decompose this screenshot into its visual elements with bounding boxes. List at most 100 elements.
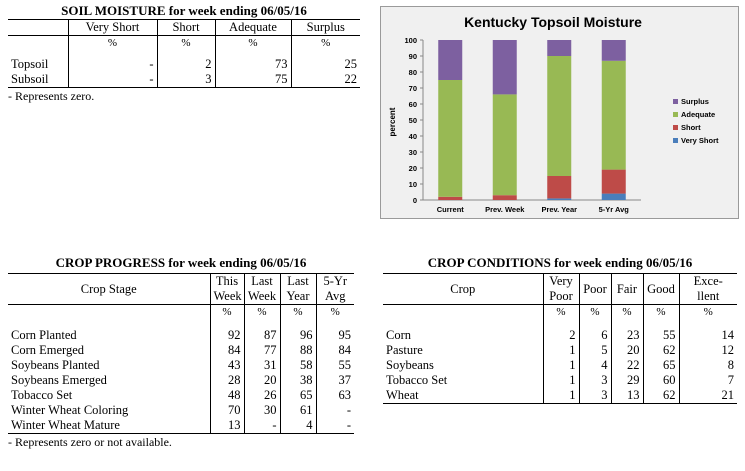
conditions-cell: 14 — [678, 328, 737, 343]
soil-cell: 3 — [156, 72, 215, 88]
soil-moisture-table: Very Short Short Adequate Surplus % % % … — [8, 19, 360, 88]
progress-cell: - — [315, 418, 354, 434]
chart-legend: Surplus Adequate Short Very Short — [673, 97, 719, 145]
chart-y-tick-label: 0 — [413, 196, 417, 205]
progress-header-last-year: Last — [279, 273, 316, 289]
progress-cell: 88 — [279, 343, 316, 358]
conditions-cell: 60 — [642, 373, 679, 388]
progress-cell: 43 — [209, 358, 244, 373]
soil-header-row: Very Short Short Adequate Surplus — [8, 19, 360, 36]
progress-row-label: Soybeans Emerged — [11, 373, 107, 387]
progress-cell: 77 — [243, 343, 280, 358]
progress-cell: 28 — [209, 373, 244, 388]
table-row: Corn 2 6 23 55 14 — [383, 328, 737, 343]
soil-row-label: Subsoil — [8, 72, 68, 88]
soil-cell: 73 — [214, 57, 291, 72]
progress-header-last-year-2: Year — [279, 289, 316, 305]
soil-header-short: Short — [156, 19, 215, 36]
progress-header-5yr-avg: 5-Yr — [315, 273, 354, 289]
chart-y-tick-label: 90 — [409, 52, 417, 61]
chart-legend-label: Short — [681, 123, 701, 132]
progress-header-stage: Crop Stage — [8, 273, 210, 305]
chart-x-tick-labels: Current Prev. Week Prev. Year 5-Yr Avg — [437, 205, 630, 214]
table-row: Winter Wheat Coloring 70 30 61- — [8, 403, 354, 418]
chart-y-tick-label: 30 — [409, 148, 417, 157]
chart-bar-segment — [492, 195, 517, 200]
chart-bar-segment — [438, 80, 463, 197]
chart-bars — [438, 40, 626, 200]
conditions-cell: 29 — [610, 373, 643, 388]
chart-bar-segment — [438, 40, 463, 80]
conditions-cell: 55 — [642, 328, 679, 343]
progress-cell: 31 — [243, 358, 280, 373]
progress-cell: 63 — [315, 388, 354, 403]
soil-moisture-title: SOIL MOISTURE for week ending 06/05/16 — [61, 3, 307, 18]
progress-cell: 55 — [315, 358, 354, 373]
soil-cell: 25 — [290, 57, 360, 72]
soil-header-adequate: Adequate — [214, 19, 291, 36]
soil-cell: - — [67, 57, 157, 72]
conditions-cell: 13 — [610, 388, 643, 404]
table-row: Topsoil - 2 73 25 — [8, 57, 360, 72]
conditions-row-label: Tobacco Set — [386, 373, 448, 387]
crop-conditions-title: CROP CONDITIONS for week ending 06/05/16 — [427, 255, 693, 270]
conditions-header-crop: Crop — [383, 273, 543, 305]
chart-y-axis-label: percent — [388, 107, 397, 136]
progress-unit: % — [209, 304, 244, 320]
table-row: Subsoil - 3 75 22 — [8, 72, 360, 88]
soil-unit: % — [156, 35, 215, 51]
conditions-cell: 1 — [542, 373, 579, 388]
chart-legend-swatch — [673, 125, 678, 130]
conditions-header-very-poor: Very — [542, 273, 579, 289]
soil-row-label: Topsoil — [11, 57, 49, 71]
conditions-unit: % — [678, 304, 737, 320]
conditions-cell: 2 — [542, 328, 579, 343]
progress-header-this-week: This — [209, 273, 244, 289]
conditions-cell: 65 — [642, 358, 679, 373]
progress-cell: 38 — [279, 373, 316, 388]
chart-bar-segment — [547, 198, 572, 200]
conditions-cell: 1 — [542, 343, 579, 358]
chart-legend-swatch — [673, 138, 678, 143]
conditions-cell: 12 — [678, 343, 737, 358]
soil-header-surplus: Surplus — [290, 19, 360, 36]
chart-bar-segment — [492, 40, 517, 95]
crop-conditions-table: Crop Very Poor Fair Good Exce- Poor llen… — [383, 273, 737, 404]
conditions-cell: 23 — [610, 328, 643, 343]
soil-unit: % — [67, 35, 157, 51]
chart-legend-swatch — [673, 99, 678, 104]
progress-cell: 96 — [279, 328, 316, 343]
progress-unit: % — [243, 304, 280, 320]
progress-cell: 20 — [243, 373, 280, 388]
conditions-header-excellent-2: llent — [678, 289, 737, 305]
progress-header-row-2: Week Week Year Avg — [8, 289, 354, 305]
chart-bar-segment — [601, 169, 626, 194]
chart-y-tick-label: 100 — [404, 36, 417, 45]
table-row: Corn Planted 92 87 96 95 — [8, 328, 354, 343]
table-row: Pasture 1 5 20 62 12 — [383, 343, 737, 358]
progress-unit: % — [315, 304, 354, 320]
conditions-cell: 7 — [678, 373, 737, 388]
soil-cell: - — [67, 72, 157, 88]
conditions-cell: 3 — [578, 373, 611, 388]
conditions-header-good: Good — [642, 273, 679, 305]
soil-note: - Represents zero. — [8, 89, 95, 103]
conditions-unit: % — [542, 304, 579, 320]
crop-conditions-section: CROP CONDITIONS for week ending 06/05/16… — [383, 256, 737, 404]
conditions-cell: 20 — [610, 343, 643, 358]
progress-header-last-week: Last — [243, 273, 280, 289]
progress-cell: 65 — [279, 388, 316, 403]
progress-unit: % — [279, 304, 316, 320]
chart-bar-segment — [547, 40, 572, 56]
chart-y-tick-label: 80 — [409, 68, 417, 77]
conditions-cell: 22 — [610, 358, 643, 373]
progress-unit-row: % % % % — [8, 304, 354, 320]
conditions-cell: 1 — [542, 388, 579, 404]
table-row: Soybeans Emerged 28 20 38 37 — [8, 373, 354, 388]
chart-bar-segment — [547, 176, 572, 199]
table-row: Wheat 1 3 13 62 21 — [383, 388, 737, 404]
table-row: Winter Wheat Mature 13-4- — [8, 418, 354, 434]
conditions-cell: 3 — [578, 388, 611, 404]
conditions-cell: 8 — [678, 358, 737, 373]
conditions-cell: 5 — [578, 343, 611, 358]
